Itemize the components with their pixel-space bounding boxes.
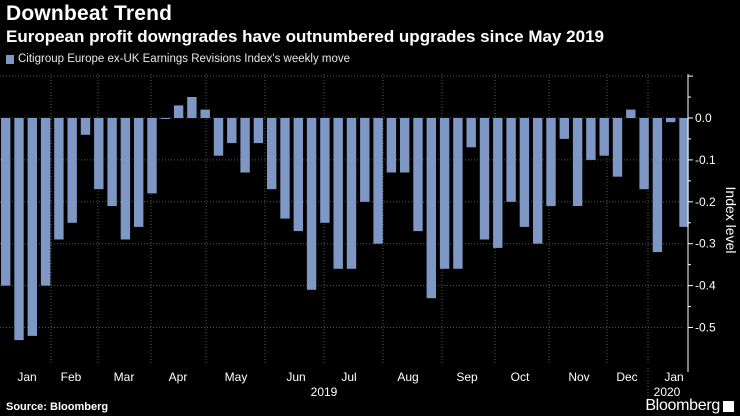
brand-logo: Bloomberg	[645, 397, 720, 414]
x-tick-label: Dec	[616, 370, 637, 384]
y-tick-label: -0.1	[695, 153, 716, 167]
x-tick-label: May	[225, 370, 248, 384]
x-year-label: 2019	[311, 385, 338, 399]
x-tick-label: Apr	[169, 370, 188, 384]
bar	[147, 118, 157, 194]
bar	[227, 118, 237, 144]
x-year-label: 2020	[654, 385, 681, 399]
bar	[546, 118, 556, 206]
bar	[14, 118, 24, 341]
bars	[1, 97, 689, 341]
bar	[533, 118, 543, 244]
y-tick-label: -0.2	[695, 195, 716, 209]
bar	[652, 118, 663, 253]
bar	[360, 118, 370, 202]
bar	[426, 118, 436, 299]
bar	[280, 118, 290, 219]
bar	[639, 118, 649, 190]
source-note: Source: Bloomberg	[6, 401, 109, 413]
bar	[400, 118, 410, 173]
chart-legend: Citigroup Europe ex-UK Earnings Revision…	[6, 53, 350, 65]
bar	[134, 118, 144, 227]
x-tick-label: Feb	[61, 370, 82, 384]
bar	[439, 118, 450, 269]
bar	[293, 118, 303, 232]
y-axis-label: Index level	[723, 187, 739, 254]
bar	[346, 118, 357, 269]
bar	[213, 118, 224, 156]
bar	[240, 118, 250, 173]
x-tick-label: Nov	[568, 370, 589, 384]
y-tick-label: -0.4	[695, 279, 716, 293]
bar	[466, 118, 476, 148]
x-tick-label: Sep	[456, 370, 478, 384]
bar	[120, 118, 131, 240]
bar	[479, 118, 490, 240]
chart-title: Downbeat Trend	[6, 2, 173, 25]
bar	[612, 118, 623, 177]
bar	[373, 118, 383, 244]
bar	[666, 118, 676, 123]
bar	[453, 118, 463, 269]
y-tick-label: -0.3	[695, 237, 716, 251]
x-tick-label: Jun	[286, 370, 305, 384]
x-tick-label: Mar	[114, 370, 135, 384]
x-tick-label: Oct	[511, 370, 530, 384]
bar	[519, 118, 530, 227]
legend-label: Citigroup Europe ex-UK Earnings Revision…	[18, 53, 351, 65]
bar	[333, 118, 343, 269]
bar	[40, 118, 51, 286]
bar	[506, 118, 516, 202]
x-tick-label: Jan	[17, 370, 36, 384]
bar	[54, 118, 64, 240]
bar	[679, 118, 689, 227]
bar	[267, 118, 277, 190]
bar	[413, 118, 423, 232]
bar	[27, 118, 37, 336]
chart-subtitle: European profit downgrades have outnumbe…	[6, 27, 604, 46]
bar	[200, 109, 210, 118]
y-tick-label: -0.5	[695, 321, 716, 335]
bar	[386, 118, 397, 173]
bar	[306, 118, 317, 290]
bar	[586, 118, 596, 160]
x-tick-label: Jan	[664, 370, 683, 384]
bar	[559, 118, 569, 139]
bar	[626, 109, 636, 118]
bar	[160, 118, 170, 119]
bar	[94, 118, 104, 190]
bar	[173, 105, 184, 118]
bar	[320, 118, 330, 223]
brand-mark-icon	[723, 401, 734, 412]
legend-swatch	[6, 54, 14, 64]
bar	[107, 118, 117, 206]
bar	[67, 118, 77, 223]
bar	[599, 118, 609, 156]
bar	[80, 118, 91, 135]
x-tick-label: Jul	[341, 370, 356, 384]
x-tick-label: Aug	[397, 370, 418, 384]
bar	[253, 118, 264, 144]
bar	[572, 118, 583, 206]
bar	[493, 118, 503, 248]
y-tick-label: 0.0	[695, 111, 712, 125]
axes: 0.0 -0.1 -0.2 -0.3 -0.4 -0.5 Index level Jan Feb…	[17, 74, 739, 399]
bar	[187, 97, 197, 118]
bar	[1, 118, 11, 286]
